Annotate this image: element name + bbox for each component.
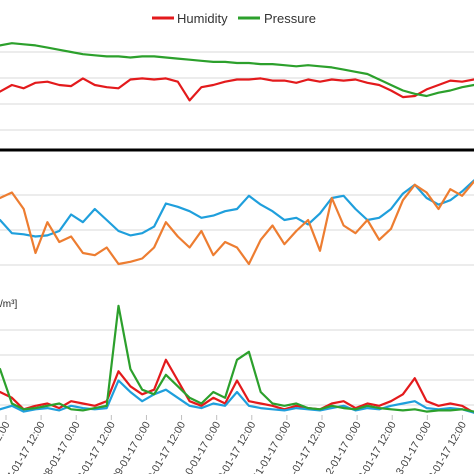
unit-label: /m³] — [0, 299, 17, 310]
bottom-series-1-line — [0, 379, 474, 414]
legend: Humidity Pressure — [152, 11, 316, 26]
top-series-pressure-line — [0, 42, 474, 98]
legend-label-pressure: Pressure — [264, 11, 316, 26]
series-layer — [0, 42, 474, 414]
legend-label-humidity: Humidity — [177, 11, 228, 26]
bottom-series-0-line — [0, 358, 474, 414]
middle-series-1-line — [0, 180, 474, 266]
grid-lines — [0, 51, 474, 406]
x-tick-label: 11-01-17 0:00 — [251, 419, 294, 474]
bottom-series-2-line — [0, 304, 474, 413]
middle-series-0-line — [0, 179, 474, 238]
top-series-humidity-line — [0, 77, 474, 102]
